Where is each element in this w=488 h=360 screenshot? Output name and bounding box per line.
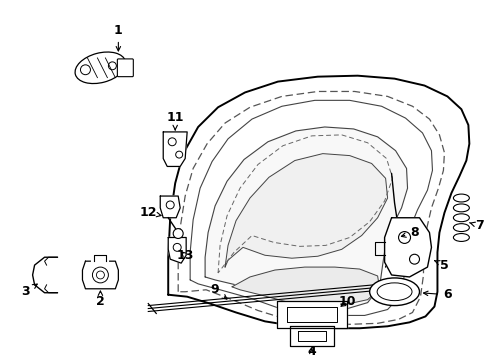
Ellipse shape — [75, 52, 125, 84]
Polygon shape — [168, 76, 468, 328]
Text: 5: 5 — [434, 258, 448, 271]
Text: 7: 7 — [468, 219, 483, 232]
Text: 1: 1 — [114, 24, 122, 51]
Text: 8: 8 — [401, 226, 418, 239]
Polygon shape — [384, 218, 430, 277]
Polygon shape — [276, 301, 346, 328]
Polygon shape — [232, 267, 379, 305]
Polygon shape — [160, 196, 180, 218]
Polygon shape — [82, 261, 118, 289]
Ellipse shape — [376, 283, 411, 301]
Text: 3: 3 — [21, 284, 37, 298]
Text: 10: 10 — [338, 295, 356, 308]
Text: 4: 4 — [307, 346, 316, 359]
Polygon shape — [224, 154, 387, 267]
Polygon shape — [289, 326, 333, 346]
Text: 13: 13 — [176, 249, 193, 262]
Text: 11: 11 — [166, 111, 183, 130]
Text: 12: 12 — [139, 206, 161, 219]
Text: 2: 2 — [96, 291, 104, 308]
Text: 6: 6 — [423, 288, 451, 301]
FancyBboxPatch shape — [117, 59, 133, 77]
Polygon shape — [190, 100, 431, 315]
Polygon shape — [204, 127, 407, 309]
Circle shape — [173, 229, 183, 238]
Polygon shape — [163, 132, 187, 166]
Ellipse shape — [369, 278, 419, 306]
Text: 9: 9 — [210, 283, 226, 299]
Polygon shape — [168, 238, 186, 263]
